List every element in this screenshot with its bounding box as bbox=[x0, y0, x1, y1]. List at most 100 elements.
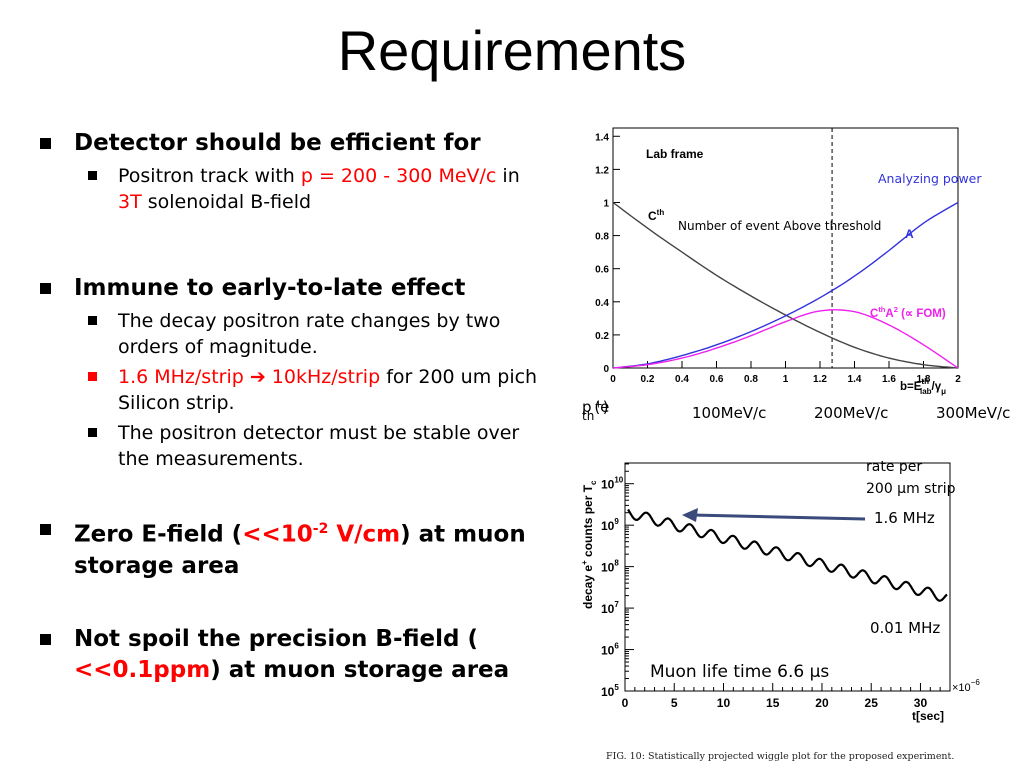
y-tick-label: 0.6 bbox=[595, 265, 609, 276]
sub-bullet-strip-rate: 1.6 MHz/strip ➔ 10kHz/strip for 200 um p… bbox=[74, 364, 548, 416]
momentum-range: p = 200 - 300 MeV/c bbox=[300, 165, 497, 187]
bullet-text: ) at muon storage area bbox=[74, 521, 526, 579]
sub-text: The decay positron rate changes by two o… bbox=[118, 310, 501, 358]
momentum-300: 300MeV/c bbox=[936, 404, 1011, 422]
x-tick-label: 25 bbox=[865, 696, 879, 710]
x-tick-label: 1.8 bbox=[917, 374, 931, 385]
bullet-early-late-text: Immune to early-to-late effect bbox=[74, 275, 466, 301]
nevent-label: Number of event Above threshold bbox=[678, 219, 881, 233]
axes: 0 0.2 0.4 0.6 0.8 1 1.2 1.4 1.6 1.8 2 0 0.2 0.4 0.6 0.8… bbox=[595, 128, 961, 385]
lifetime-label: Muon life time 6.6 μs bbox=[650, 662, 829, 682]
bullet-square bbox=[40, 283, 51, 294]
y-tick-label: 1.2 bbox=[595, 165, 609, 176]
y-tick-label: 1 bbox=[603, 198, 609, 209]
rate-low-label: 0.01 MHz bbox=[870, 619, 940, 637]
sub-bullet-square bbox=[88, 316, 97, 325]
x-axis-label: t[sec] bbox=[912, 709, 944, 723]
curve-fom bbox=[612, 309, 959, 369]
page-title: Requirements bbox=[337, 19, 687, 82]
x-tick-label: 15 bbox=[766, 696, 780, 710]
x-tick-label: 0.4 bbox=[675, 374, 689, 385]
momentum-100: 100MeV/c bbox=[692, 404, 767, 422]
pth-label: p th (e +) bbox=[582, 398, 610, 423]
y-tick-label: 108 bbox=[601, 559, 619, 575]
momentum-row: p th (e +) 100MeV/c 200MeV/c 300MeV/c bbox=[578, 398, 1024, 428]
curves bbox=[612, 201, 959, 369]
y-tick-label: 106 bbox=[601, 642, 619, 658]
x-tick-label: 20 bbox=[815, 696, 829, 710]
wiggle-chart: 0 5 10 15 20 25 30 105 106 107 108 109 1010 rate per… bbox=[580, 459, 980, 723]
lab-frame-chart: 0 0.2 0.4 0.6 0.8 1 1.2 1.4 1.6 1.8 2 0 0.2 0.4 0.6 0.8… bbox=[595, 127, 982, 396]
bullet-efficiency-text: Detector should be efficient for bbox=[74, 130, 481, 156]
x-tick-label: 1.2 bbox=[813, 374, 827, 385]
figure-caption: FIG. 10: Statistically projected wiggle … bbox=[606, 751, 955, 762]
sub-text: in bbox=[496, 165, 520, 187]
efield-unit: V/cm bbox=[328, 521, 401, 548]
arrow-shaft bbox=[691, 513, 866, 521]
y-tick-label: 1010 bbox=[601, 476, 624, 492]
fom-label: CthA2 (∝ FOM) bbox=[870, 305, 946, 320]
bullet-efficiency: Detector should be efficient for bbox=[38, 128, 548, 159]
bullet-zero-efield: Zero E-field (<<10-2 V/cm) at muon stora… bbox=[38, 514, 548, 582]
analyzing-line: Analyzing power bbox=[878, 171, 982, 186]
y-tick-label: 0 bbox=[603, 364, 609, 375]
chart-title: Lab frame bbox=[646, 147, 704, 161]
x-tick-label: 0.2 bbox=[641, 374, 655, 385]
sub-bullet-positron-track: Positron track with p = 200 - 300 MeV/c … bbox=[74, 163, 548, 215]
y-tick-label: 0.8 bbox=[595, 232, 609, 243]
momentum-200: 200MeV/c bbox=[814, 404, 889, 422]
a-label: A bbox=[905, 227, 914, 241]
bullet-bfield: Not spoil the precision B-field ( <<0.1p… bbox=[38, 624, 548, 686]
bullet-square bbox=[40, 633, 51, 645]
cth-label: Cth bbox=[648, 208, 664, 223]
y-tick-label: 107 bbox=[601, 600, 619, 616]
bfield-limit: <<0.1ppm bbox=[74, 656, 211, 683]
x-tick-label: 0.8 bbox=[744, 374, 758, 385]
wiggle-plot: 0 5 10 15 20 25 30 105 106 107 108 109 1010 rate per… bbox=[560, 455, 1024, 745]
arrow bbox=[682, 508, 866, 522]
curve-wiggle bbox=[627, 508, 948, 602]
y-tick-label: 1.4 bbox=[595, 132, 609, 143]
sub-text: for 200 um pich Silicon strip. bbox=[118, 366, 538, 414]
plot-frame bbox=[612, 127, 959, 369]
curve-a bbox=[612, 201, 959, 369]
x-tick-label: 30 bbox=[914, 696, 928, 710]
curves bbox=[627, 508, 948, 602]
sub-text: solenoidal B-field bbox=[141, 191, 312, 213]
plot-frame bbox=[624, 462, 951, 692]
x-tick-label: 2 bbox=[955, 374, 961, 385]
x-tick-label: 0.6 bbox=[710, 374, 724, 385]
bullet-text: Zero E-field ( bbox=[74, 521, 243, 548]
x-tick-label: 1.4 bbox=[848, 374, 862, 385]
x-tick-label: 5 bbox=[671, 696, 678, 710]
y-tick-label: 0.4 bbox=[595, 298, 609, 309]
x-tick-label: 10 bbox=[717, 696, 731, 710]
bullet-text: ) at muon storage area bbox=[210, 656, 510, 683]
sub-bullet-square bbox=[88, 372, 97, 381]
rate-label-b: 200 μm strip bbox=[866, 481, 956, 497]
sub-bullet-rate-change: The decay positron rate changes by two o… bbox=[74, 308, 548, 360]
sub-text: The positron detector must be stable ove… bbox=[118, 422, 520, 470]
axes: 0 5 10 15 20 25 30 105 106 107 108 109 1010 bbox=[601, 463, 941, 710]
bullet-early-late: Immune to early-to-late effect bbox=[38, 273, 548, 304]
bullet-text: Not spoil the precision B-field ( bbox=[74, 625, 479, 652]
x-tick-label: 0 bbox=[610, 374, 616, 385]
arrow-head bbox=[682, 508, 698, 522]
sub-bullet-stability: The positron detector must be stable ove… bbox=[74, 420, 548, 472]
curve-cth bbox=[612, 201, 959, 369]
bullet-square bbox=[40, 138, 51, 149]
analyzing-label: Analyzing power bbox=[878, 171, 982, 186]
rate-label-a: rate per bbox=[866, 459, 922, 475]
x-tick-label: 1.6 bbox=[882, 374, 896, 385]
bullet-square bbox=[40, 524, 51, 535]
lab-frame-plot: 0 0.2 0.4 0.6 0.8 1 1.2 1.4 1.6 1.8 2 0 0.2 0.4 0.6 0.8… bbox=[578, 120, 1024, 400]
field-strength: 3T bbox=[118, 191, 142, 213]
sub-bullet-square bbox=[88, 171, 97, 180]
efield-limit: <<10 bbox=[242, 521, 313, 548]
x-axis-label: b=Eth lab/γμ bbox=[900, 377, 946, 396]
strip-rate: 1.6 MHz/strip ➔ 10kHz/strip bbox=[118, 366, 381, 388]
efield-exponent: -2 bbox=[312, 521, 329, 537]
sub-text: Positron track with bbox=[118, 165, 301, 187]
rate-high-label: 1.6 MHz bbox=[874, 509, 935, 527]
x-multiplier: ×10−6 bbox=[952, 678, 980, 694]
